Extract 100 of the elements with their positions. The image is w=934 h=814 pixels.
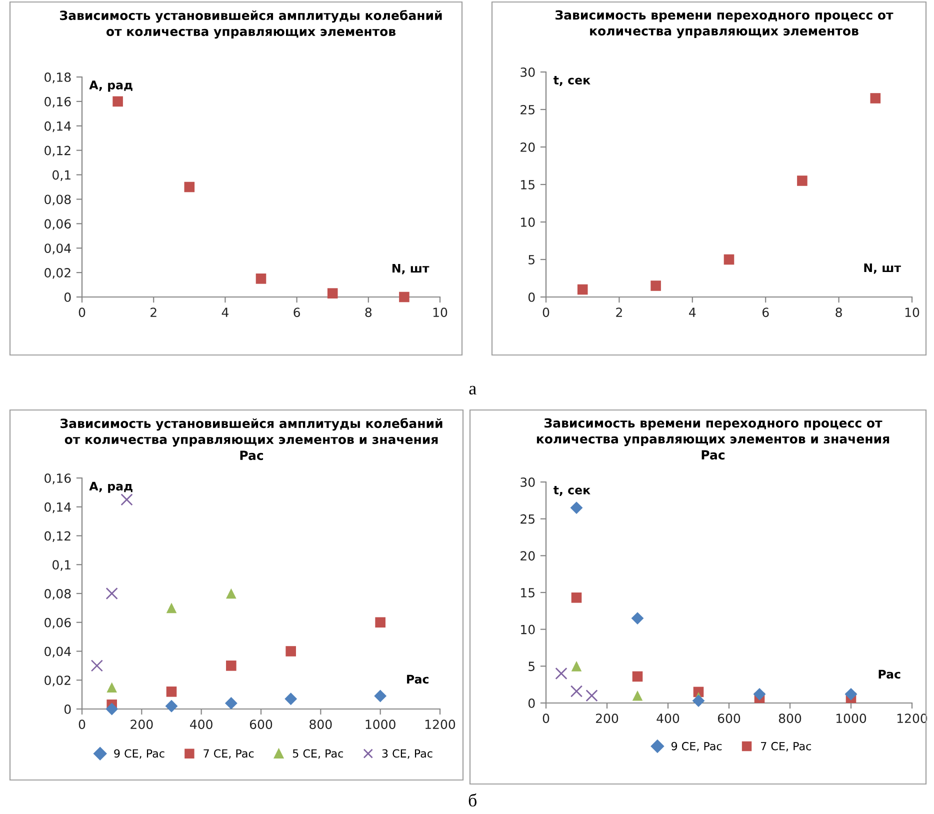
y-tick-label: 30 [520,477,535,487]
chart-title: Зависимость времени переходного процесс от количества управляющих элементов и значения Pac [536,418,890,460]
point [571,592,582,603]
legend-label: 5 CE, Pac [292,749,343,759]
x-tick-label: 0 [542,714,550,724]
point [577,284,588,295]
point [284,692,298,706]
y-axis-title: A, рад [89,80,132,92]
point [224,697,238,710]
point [106,702,118,716]
point [692,694,705,707]
x-tick-label: 8 [365,308,372,318]
point [844,688,858,700]
x-tick-label: 6 [294,308,300,318]
y-tick-label: 5 [528,662,534,672]
x-tick-label: 600 [718,714,740,724]
y-tick-label: 0,02 [44,676,70,686]
x-axis-title: Pac [407,674,428,684]
point [570,685,583,698]
y-tick-label: 10 [521,217,535,227]
y-tick-label: 0,06 [44,219,71,230]
y-tick-label: 5 [528,255,534,264]
x-tick-label: 4 [222,308,228,317]
legend-label: 9 CE, Pac [671,742,722,752]
point [632,690,643,701]
point [797,176,808,186]
x-tick-label: 800 [778,714,802,724]
point [724,254,734,265]
point [399,292,410,302]
x-tick-label: 0 [542,308,550,318]
point [632,671,643,682]
point [286,646,296,656]
x-axis-title: Pac [878,670,900,679]
y-tick-label: 0,14 [44,502,71,514]
point [166,602,177,614]
point [586,690,598,702]
text: а [469,386,476,395]
point [184,182,195,192]
y-tick-label: 0 [64,704,71,714]
x-axis-title: N, шт [864,263,901,274]
legend-label: 7 CE, Pac [761,742,811,752]
chart-title: Зависимость времени переходного процесс от количества управляющих элементов [556,10,894,38]
y-axis-title: t, сек [553,76,590,86]
x-tick-label: 8 [836,308,842,318]
y-tick-label: 10 [521,624,535,634]
x-tick-label: 1200 [425,720,456,730]
x-tick-label: 400 [190,720,212,730]
point [327,288,338,298]
legend-label: 3 CE, Pac [382,749,432,759]
y-tick-label: 15 [521,588,534,598]
point [570,502,583,514]
y-tick-label: 0,06 [44,618,71,629]
point [165,700,178,712]
point [106,587,118,600]
point [90,660,103,672]
y-tick-label: 0,12 [44,531,70,542]
chart-title: Зависимость установившейся амплитуды колебаний от количества управляющих элементов и значения Pac [60,418,442,460]
x-tick-label: 0 [78,720,86,730]
point [120,494,133,506]
text: б [468,793,477,807]
y-tick-label: 0,16 [44,96,71,108]
x-tick-label: 2 [616,308,622,317]
point [226,660,236,671]
x-tick-label: 1000 [366,720,396,730]
y-tick-label: 0 [528,698,535,708]
y-tick-label: 15 [521,180,534,190]
y-tick-label: 0,08 [44,588,71,600]
x-tick-label: 10 [905,308,920,318]
chart-title: Зависимость установившейся амплитуды колебаний от количества управляющих элементов [60,10,442,39]
y-tick-label: 0,1 [52,560,70,571]
point [650,280,661,291]
point [166,686,177,697]
y-tick-label: 0,1 [52,170,70,181]
point [870,93,881,104]
y-tick-label: 0,12 [44,146,70,157]
point [375,617,386,628]
y-tick-label: 30 [520,67,535,77]
y-tick-label: 0 [64,292,71,302]
y-tick-label: 20 [520,142,535,152]
x-tick-label: 2 [150,308,156,317]
y-tick-label: 0,02 [44,268,70,279]
point [374,690,387,702]
y-tick-label: 25 [520,104,534,114]
y-axis-title: A, рад [89,482,132,493]
x-tick-label: 600 [250,720,272,730]
y-tick-label: 0,04 [44,646,71,658]
x-tick-label: 1000 [836,714,866,724]
point [106,682,117,692]
x-tick-label: 200 [596,714,618,724]
y-tick-label: 0,14 [44,121,71,132]
y-tick-label: 25 [520,514,534,524]
y-axis-title: t, сек [553,486,590,496]
x-tick-label: 400 [656,714,680,724]
y-tick-label: 20 [520,551,535,561]
x-tick-label: 6 [762,308,769,318]
legend-label: 9 CE, Pac [114,749,164,759]
legend-label: 7 CE, Pac [204,749,254,759]
x-axis-title: N, шт [392,264,430,274]
point [753,688,766,700]
x-tick-label: 200 [130,720,153,730]
